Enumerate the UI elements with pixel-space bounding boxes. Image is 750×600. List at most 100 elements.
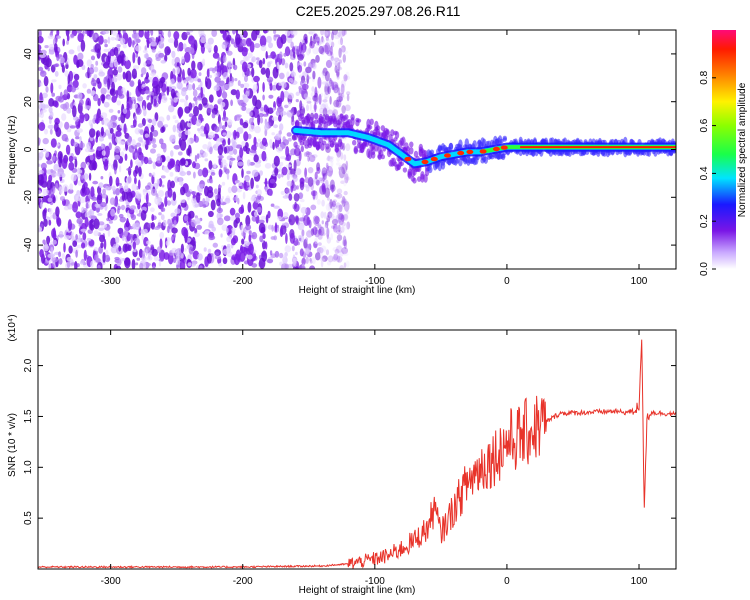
heatmap-noise-cell: [314, 237, 318, 245]
heatmap-noise-cell: [216, 71, 221, 77]
heatmap-noise-cell: [148, 157, 152, 163]
heatmap-noise-cell: [253, 75, 260, 83]
heatmap-noise-cell: [333, 35, 340, 39]
heatmap-noise-cell: [328, 213, 335, 220]
heatmap-noise-cell: [171, 247, 178, 254]
heatmap-noise-cell: [254, 43, 261, 49]
heatmap-noise-cell: [314, 86, 318, 99]
heatmap-noise-cell: [193, 200, 197, 204]
heatmap-noise-cell: [120, 204, 126, 211]
heatmap-noise-cell: [177, 74, 182, 84]
heatmap-noise-cell: [273, 34, 277, 41]
heatmap-noise-cell: [297, 65, 303, 73]
heatmap-noise-cell: [252, 201, 259, 210]
heatmap-noise-cell: [343, 30, 347, 36]
heatmap-noise-cell: [156, 178, 160, 185]
heatmap-noise-cell: [107, 162, 111, 167]
heatmap-noise-cell: [171, 227, 178, 234]
heatmap-noise-cell: [276, 174, 282, 178]
heatmap-noise-cell: [334, 252, 338, 256]
heatmap-noise-cell: [313, 241, 318, 249]
heatmap-noise-cell: [329, 179, 335, 190]
heatmap-noise-cell: [191, 114, 198, 126]
heatmap-noise-cell: [332, 228, 337, 233]
heatmap-noise-cell: [208, 210, 214, 218]
heatmap-noise-cell: [96, 77, 101, 84]
heatmap-noise-cell: [55, 127, 62, 138]
heatmap-noise-cell: [212, 52, 220, 59]
heatmap-noise-cell: [58, 258, 63, 265]
signal-halo-cell: [318, 137, 324, 144]
heatmap-noise-cell: [276, 146, 283, 153]
heatmap-noise-cell: [341, 45, 346, 53]
heatmap-noise-cell: [50, 138, 57, 148]
heatmap-noise-cell: [197, 168, 203, 177]
heatmap-noise-cell: [117, 110, 121, 114]
heatmap-noise-cell: [313, 215, 319, 222]
heatmap-noise-cell: [289, 109, 295, 113]
heatmap-noise-cell: [111, 30, 117, 36]
heatmap-noise-cell: [333, 253, 339, 261]
heatmap-noise-cell: [277, 97, 283, 105]
y-tick-label: 2.0: [23, 358, 34, 372]
heatmap-noise-cell: [331, 81, 335, 91]
signal-halo-cell: [375, 128, 381, 136]
y-tick-label: 1.5: [23, 409, 34, 423]
signal-peak-blob: [466, 149, 474, 155]
heatmap-noise-cell: [241, 140, 246, 147]
heatmap-noise-cell: [332, 30, 338, 36]
heatmap-noise-cell: [343, 190, 348, 196]
heatmap-noise-cell: [47, 67, 50, 72]
heatmap-noise-cell: [241, 46, 248, 57]
heatmap-noise-cell: [321, 168, 327, 174]
signal-halo-cell: [367, 125, 373, 130]
heatmap-noise-cell: [314, 35, 321, 42]
heatmap-noise-cell: [199, 180, 206, 188]
heatmap-noise-cell: [240, 83, 245, 88]
heatmap-noise-cell: [96, 112, 99, 125]
heatmap-noise-cell: [59, 153, 63, 164]
y-tick-label: 1.0: [23, 460, 34, 474]
heatmap-noise-cell: [59, 196, 66, 201]
heatmap-noise-cell: [193, 171, 196, 179]
heatmap-noise-cell: [58, 186, 64, 195]
heatmap-noise-cell: [131, 102, 138, 110]
signal-peak-blob: [492, 146, 500, 152]
heatmap-noise-cell: [257, 114, 261, 126]
heatmap-noise-cell: [48, 98, 55, 107]
heatmap-noise-cell: [144, 30, 150, 40]
heatmap-noise-cell: [343, 200, 349, 206]
heatmap-noise-cell: [259, 35, 267, 48]
heatmap-noise-cell: [342, 54, 346, 63]
heatmap-noise-cell: [199, 80, 203, 89]
heatmap-noise-cell: [242, 30, 248, 38]
heatmap-noise-cell: [79, 196, 86, 204]
signal-peak-blob: [457, 150, 465, 156]
heatmap-noise-cell: [181, 226, 188, 237]
heatmap-noise-cell: [115, 33, 120, 41]
heatmap-noise-cell: [243, 180, 247, 189]
heatmap-noise-cell: [117, 30, 121, 35]
heatmap-noise-cell: [133, 99, 136, 104]
heatmap-noise-cell: [275, 133, 282, 141]
heatmap-noise-cell: [49, 128, 53, 135]
signal-halo-cell: [409, 147, 414, 155]
heatmap-noise-cell: [284, 245, 292, 253]
heatmap-noise-cell: [195, 192, 201, 203]
heatmap-noise-cell: [273, 205, 280, 209]
heatmap-noise-cell: [221, 196, 225, 200]
heatmap-noise-cell: [52, 196, 56, 204]
heatmap-noise-cell: [235, 114, 242, 118]
heatmap-noise-cell: [215, 252, 220, 256]
heatmap-noise-cell: [56, 30, 60, 37]
heatmap-noise-cell: [48, 174, 53, 182]
heatmap-noise-cell: [213, 188, 218, 195]
heatmap-y-label: Frequency (Hz): [7, 116, 18, 185]
heatmap-noise-cell: [201, 97, 208, 106]
heatmap-noise-cell: [61, 113, 67, 121]
heatmap-noise-cell: [107, 78, 111, 90]
heatmap-noise-cell: [172, 115, 177, 120]
heatmap-noise-cell: [138, 147, 142, 156]
heatmap-noise-cell: [144, 45, 147, 52]
heatmap-noise-cell: [249, 150, 257, 154]
